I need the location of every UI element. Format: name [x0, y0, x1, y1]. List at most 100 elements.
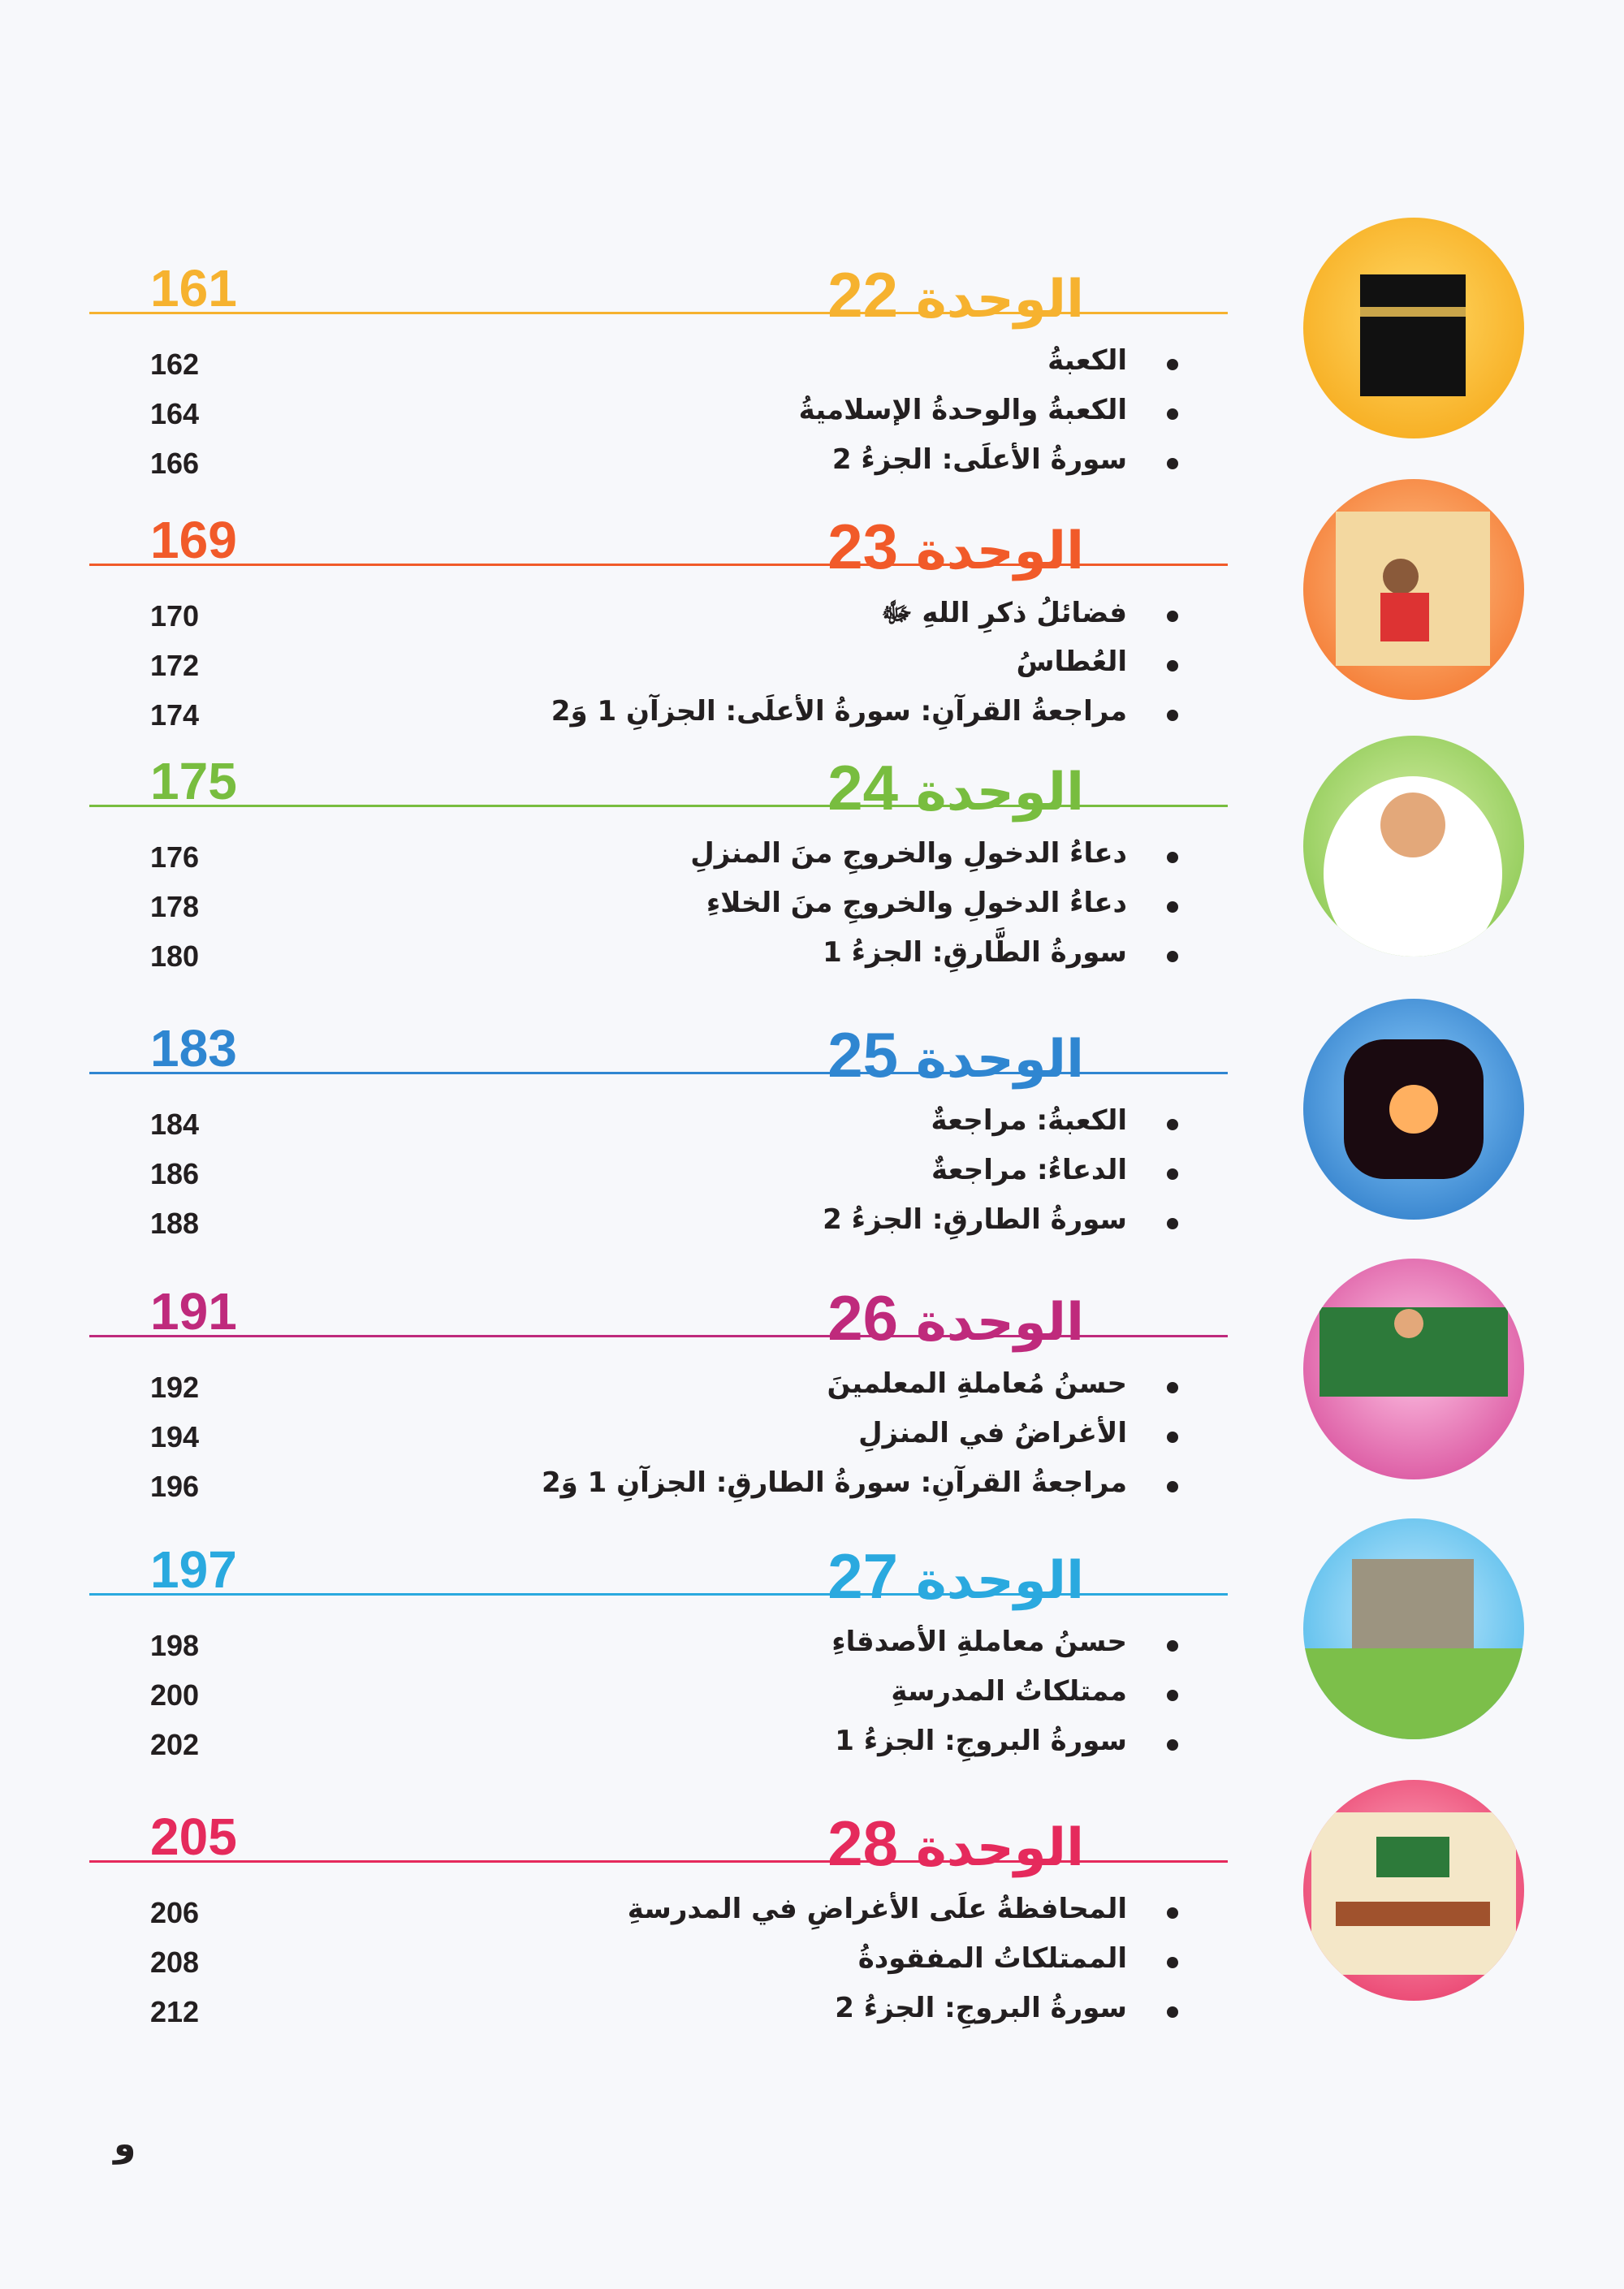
lesson-page-number: 188	[150, 1207, 200, 1240]
unit-word: الوحدة	[916, 762, 1084, 823]
lesson-title: سورةُ الطَّارقِ: الجزءُ 1	[823, 936, 1127, 969]
lesson-title: فضائلُ ذكرِ اللهِ ﷻ	[881, 597, 1127, 629]
lesson-page-number: 196	[150, 1470, 200, 1503]
lesson-item[interactable]: العُطاسُ 172	[0, 646, 1624, 697]
unit-word: الوحدة	[916, 1030, 1084, 1090]
unit-heading[interactable]: الوحدة 27	[827, 1540, 1084, 1613]
bullet-icon	[1167, 458, 1178, 469]
unit-number: 26	[827, 1282, 899, 1354]
bullet-icon	[1167, 359, 1178, 370]
bullet-icon	[1167, 1218, 1178, 1229]
lesson-title: الممتلكاتُ المفقودةُ	[857, 1942, 1127, 1975]
lesson-page-number: 178	[150, 890, 200, 923]
unit-page-number[interactable]: 161	[150, 259, 237, 317]
lesson-item[interactable]: الأغراضُ في المنزلِ 194	[0, 1417, 1624, 1469]
bullet-icon	[1167, 2006, 1178, 2018]
bullet-icon	[1167, 1640, 1178, 1652]
unit-heading[interactable]: الوحدة 23	[827, 510, 1084, 584]
lesson-page-number: 180	[150, 939, 200, 973]
lesson-item[interactable]: دعاءُ الدخولِ والخروجِ منَ المنزلِ 176	[0, 837, 1624, 889]
unit-heading[interactable]: الوحدة 25	[827, 1018, 1084, 1092]
bullet-icon	[1167, 1739, 1178, 1751]
lesson-item[interactable]: سورةُ البروجِ: الجزءُ 2 212	[0, 1992, 1624, 2044]
bullet-icon	[1167, 710, 1178, 721]
lesson-page-number: 172	[150, 649, 200, 682]
bullet-icon	[1167, 1382, 1178, 1393]
lesson-item[interactable]: المحافظةُ علَى الأغراضِ في المدرسةِ 206	[0, 1893, 1624, 1945]
bullet-icon	[1167, 1119, 1178, 1130]
lesson-page-number: 176	[150, 840, 200, 874]
lesson-page-number: 208	[150, 1946, 200, 1979]
lesson-page-number: 164	[150, 397, 200, 430]
lesson-page-number: 194	[150, 1420, 200, 1453]
unit-word: الوحدة	[916, 521, 1084, 581]
unit-number: 24	[827, 752, 899, 823]
lesson-item[interactable]: الدعاءُ: مراجعةٌ 186	[0, 1154, 1624, 1206]
unit-page-number[interactable]: 191	[150, 1282, 237, 1341]
unit-word: الوحدة	[916, 1551, 1084, 1611]
lesson-title: حسنُ مُعاملةِ المعلمينَ	[827, 1367, 1127, 1400]
lesson-item[interactable]: حسنُ معاملةِ الأصدقاءِ 198	[0, 1626, 1624, 1678]
unit-number: 28	[827, 1807, 899, 1879]
unit-number: 23	[827, 511, 899, 582]
lesson-item[interactable]: سورةُ الطارقِ: الجزءُ 2 188	[0, 1203, 1624, 1255]
unit-divider	[89, 805, 1228, 807]
lesson-item[interactable]: الكعبةُ والوحدةُ الإسلاميةُ 164	[0, 394, 1624, 446]
unit-word: الوحدة	[916, 1818, 1084, 1878]
lesson-page-number: 166	[150, 447, 200, 480]
lesson-item[interactable]: سورةُ الأعلَى: الجزءُ 2 166	[0, 443, 1624, 495]
lesson-page-number: 198	[150, 1629, 200, 1662]
bullet-icon	[1167, 1690, 1178, 1701]
lesson-item[interactable]: الكعبةُ 162	[0, 344, 1624, 396]
lesson-page-number: 184	[150, 1108, 200, 1141]
unit-divider	[89, 564, 1228, 566]
man-making-dua-image	[1303, 736, 1524, 957]
unit-page-number[interactable]: 169	[150, 511, 237, 569]
lesson-page-number: 202	[150, 1728, 200, 1761]
unit-number: 22	[827, 259, 899, 330]
lesson-title: ممتلكاتُ المدرسةِ	[891, 1675, 1127, 1708]
unit-heading[interactable]: الوحدة 28	[827, 1807, 1084, 1881]
lesson-item[interactable]: الممتلكاتُ المفقودةُ 208	[0, 1942, 1624, 1994]
lesson-item[interactable]: مراجعةُ القرآنِ: سورةُ الطارقِ: الجزآنِ …	[0, 1466, 1624, 1518]
lesson-title: الكعبةُ	[1047, 344, 1127, 377]
unit-heading[interactable]: الوحدة 22	[827, 258, 1084, 332]
unit-page-number[interactable]: 175	[150, 752, 237, 810]
unit-word: الوحدة	[916, 1293, 1084, 1353]
lesson-page-number: 162	[150, 348, 200, 381]
lesson-title: الكعبةُ والوحدةُ الإسلاميةُ	[798, 394, 1127, 426]
lesson-title: الأغراضُ في المنزلِ	[858, 1417, 1127, 1449]
unit-divider	[89, 1593, 1228, 1596]
lesson-page-number: 212	[150, 1995, 200, 2028]
page-folio: و	[114, 2123, 136, 2165]
galaxy-image	[1303, 999, 1524, 1220]
unit-page-number[interactable]: 183	[150, 1019, 237, 1078]
bullet-icon	[1167, 660, 1178, 672]
lesson-item[interactable]: ممتلكاتُ المدرسةِ 200	[0, 1675, 1624, 1727]
lesson-page-number: 170	[150, 599, 200, 633]
unit-page-number[interactable]: 205	[150, 1807, 237, 1866]
lesson-title: الكعبةُ: مراجعةٌ	[931, 1104, 1128, 1137]
man-praying-image	[1303, 479, 1524, 700]
bullet-icon	[1167, 1957, 1178, 1968]
lesson-page-number: 200	[150, 1678, 200, 1712]
lesson-title: مراجعةُ القرآنِ: سورةُ الطارقِ: الجزآنِ …	[541, 1466, 1127, 1499]
unit-number: 27	[827, 1540, 899, 1612]
lesson-item[interactable]: مراجعةُ القرآنِ: سورةُ الأعلَى: الجزآنِ …	[0, 695, 1624, 747]
unit-heading[interactable]: الوحدة 24	[827, 751, 1084, 825]
unit-page-number[interactable]: 197	[150, 1540, 237, 1599]
lesson-title: دعاءُ الدخولِ والخروجِ منَ المنزلِ	[690, 837, 1127, 870]
bullet-icon	[1167, 1481, 1178, 1492]
bullet-icon	[1167, 901, 1178, 913]
lesson-page-number: 174	[150, 698, 200, 732]
bullet-icon	[1167, 1168, 1178, 1180]
lesson-item[interactable]: حسنُ مُعاملةِ المعلمينَ 192	[0, 1367, 1624, 1419]
lesson-item[interactable]: سورةُ البروجِ: الجزءُ 1 202	[0, 1725, 1624, 1777]
lesson-item[interactable]: فضائلُ ذكرِ اللهِ ﷻ 170	[0, 597, 1624, 648]
lesson-title: سورةُ الأعلَى: الجزءُ 2	[831, 443, 1127, 476]
lesson-item[interactable]: سورةُ الطَّارقِ: الجزءُ 1 180	[0, 936, 1624, 988]
lesson-item[interactable]: دعاءُ الدخولِ والخروجِ منَ الخلاءِ 178	[0, 887, 1624, 939]
unit-number: 25	[827, 1019, 899, 1091]
unit-heading[interactable]: الوحدة 26	[827, 1281, 1084, 1355]
lesson-item[interactable]: الكعبةُ: مراجعةٌ 184	[0, 1104, 1624, 1156]
